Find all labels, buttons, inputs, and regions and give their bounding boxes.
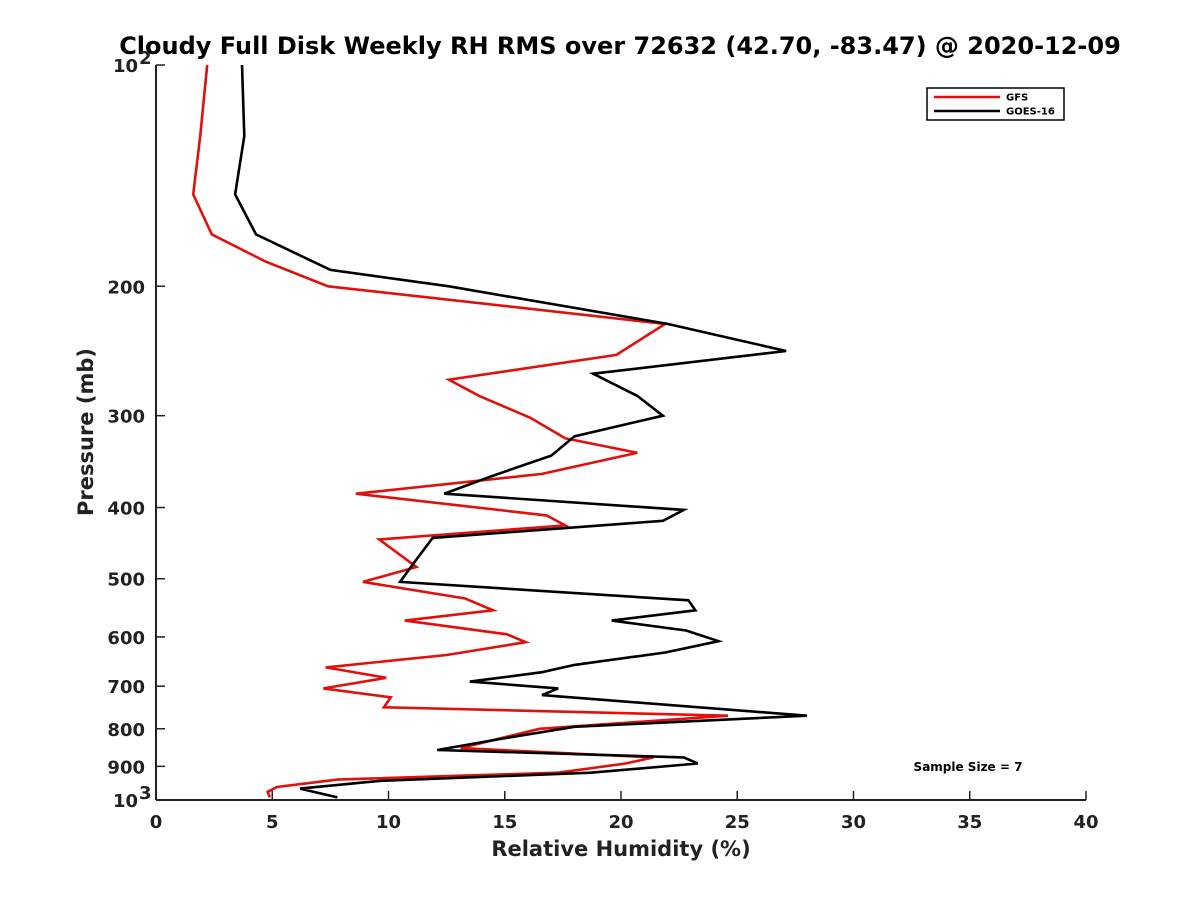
legend-label-gfs: GFS <box>1006 93 1028 104</box>
x-tick-label: 10 <box>376 812 401 833</box>
sample-size-annotation: Sample Size = 7 <box>914 760 1023 774</box>
x-tick-label: 35 <box>957 812 982 833</box>
y-tick-label: 400 <box>107 499 145 520</box>
x-tick-label: 20 <box>608 812 633 833</box>
x-tick-label: 5 <box>266 812 279 833</box>
y-tick-label: 300 <box>107 407 145 428</box>
legend-box <box>926 87 1065 121</box>
plot-area <box>156 65 1086 800</box>
x-tick-label: 25 <box>725 812 750 833</box>
x-tick-label: 40 <box>1073 812 1098 833</box>
y-tick-label: 700 <box>107 677 145 698</box>
y-tick-label: 800 <box>107 720 145 741</box>
y-tick-exponent: 2 <box>139 48 152 69</box>
legend: GFS GOES-16 <box>926 87 1065 121</box>
y-tick-label: 10 <box>113 791 138 812</box>
y-tick-label: 500 <box>107 570 145 591</box>
x-tick-label: 0 <box>150 812 163 833</box>
y-tick-exponent: 3 <box>139 783 152 804</box>
y-tick-label: 200 <box>107 277 145 298</box>
y-tick-label: 10 <box>113 56 138 77</box>
y-tick-label: 900 <box>107 757 145 778</box>
series-lines <box>191 64 808 799</box>
x-tick-label: 30 <box>841 812 866 833</box>
x-tick-label: 15 <box>492 812 517 833</box>
y-tick-label: 600 <box>107 628 145 649</box>
x-axis-label: Relative Humidity (%) <box>491 837 750 861</box>
legend-label-goes16: GOES-16 <box>1006 107 1055 118</box>
series-line-goes16 <box>233 64 808 799</box>
x-axis-ticks: 0 5 10 15 20 25 30 35 40 <box>150 791 1099 833</box>
chart-title: Cloudy Full Disk Weekly RH RMS over 7263… <box>119 32 1121 60</box>
y-axis-label: Pressure (mb) <box>74 348 98 516</box>
series-line-gfs <box>191 64 729 798</box>
